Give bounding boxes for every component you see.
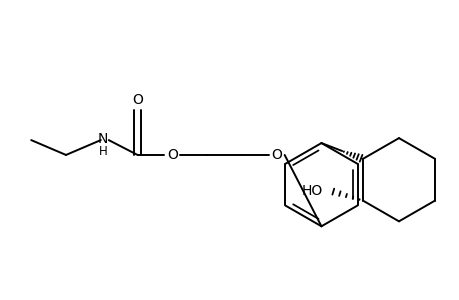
- Text: O: O: [167, 148, 177, 162]
- Text: H: H: [98, 146, 107, 158]
- Text: O: O: [132, 94, 143, 107]
- Text: HO: HO: [301, 184, 322, 198]
- Text: N: N: [97, 132, 108, 146]
- Text: O: O: [271, 148, 281, 162]
